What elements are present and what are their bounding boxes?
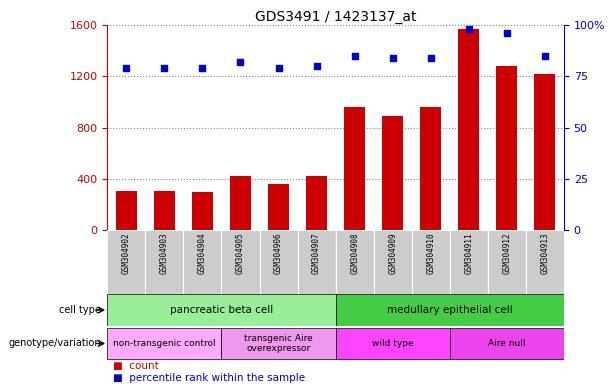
Bar — [450, 230, 488, 294]
Bar — [459, 29, 479, 230]
Bar — [488, 230, 526, 294]
Text: GSM304902: GSM304902 — [122, 232, 131, 274]
Text: GSM304904: GSM304904 — [198, 232, 207, 274]
Bar — [450, 328, 564, 359]
Bar — [107, 328, 221, 359]
Bar — [535, 74, 555, 230]
Title: GDS3491 / 1423137_at: GDS3491 / 1423137_at — [255, 10, 416, 24]
Bar — [107, 230, 145, 294]
Text: ■  count: ■ count — [113, 361, 159, 371]
Text: GSM304910: GSM304910 — [426, 232, 435, 274]
Bar — [297, 230, 336, 294]
Bar — [344, 107, 365, 230]
Text: GSM304911: GSM304911 — [464, 232, 473, 274]
Text: wild type: wild type — [372, 339, 414, 348]
Text: ■  percentile rank within the sample: ■ percentile rank within the sample — [113, 373, 305, 383]
Point — [540, 53, 550, 59]
Point — [197, 65, 207, 71]
Point — [426, 55, 436, 61]
Bar — [230, 177, 251, 230]
Text: medullary epithelial cell: medullary epithelial cell — [387, 305, 512, 315]
Point — [388, 55, 398, 61]
Text: non-transgenic control: non-transgenic control — [113, 339, 216, 348]
Bar — [107, 295, 336, 326]
Text: transgenic Aire
overexpressor: transgenic Aire overexpressor — [244, 334, 313, 353]
Bar — [145, 230, 183, 294]
Bar — [412, 230, 450, 294]
Bar — [526, 230, 564, 294]
Bar — [221, 328, 336, 359]
Bar — [116, 190, 137, 230]
Point — [235, 59, 245, 65]
Text: GSM304908: GSM304908 — [350, 232, 359, 274]
Point — [350, 53, 360, 59]
Bar — [306, 177, 327, 230]
Bar — [336, 295, 564, 326]
Text: Aire null: Aire null — [488, 339, 525, 348]
Point — [273, 65, 283, 71]
Point — [502, 30, 512, 36]
Bar — [374, 230, 412, 294]
Text: GSM304906: GSM304906 — [274, 232, 283, 274]
Text: GSM304909: GSM304909 — [388, 232, 397, 274]
Bar — [259, 230, 297, 294]
Bar — [336, 328, 450, 359]
Bar — [221, 230, 259, 294]
Text: GSM304913: GSM304913 — [541, 232, 549, 274]
Bar — [154, 190, 175, 230]
Text: GSM304905: GSM304905 — [236, 232, 245, 274]
Point — [311, 63, 321, 69]
Text: pancreatic beta cell: pancreatic beta cell — [170, 305, 273, 315]
Bar — [268, 184, 289, 230]
Point — [121, 65, 131, 71]
Text: GSM304907: GSM304907 — [312, 232, 321, 274]
Text: cell type: cell type — [59, 305, 101, 315]
Bar — [183, 230, 221, 294]
Point — [159, 65, 169, 71]
Bar — [497, 66, 517, 230]
Point — [464, 26, 474, 32]
Bar — [336, 230, 374, 294]
Bar — [421, 107, 441, 230]
Text: GSM304912: GSM304912 — [503, 232, 511, 274]
Bar — [192, 192, 213, 230]
Text: genotype/variation: genotype/variation — [9, 338, 101, 349]
Bar — [383, 116, 403, 230]
Text: GSM304903: GSM304903 — [160, 232, 169, 274]
